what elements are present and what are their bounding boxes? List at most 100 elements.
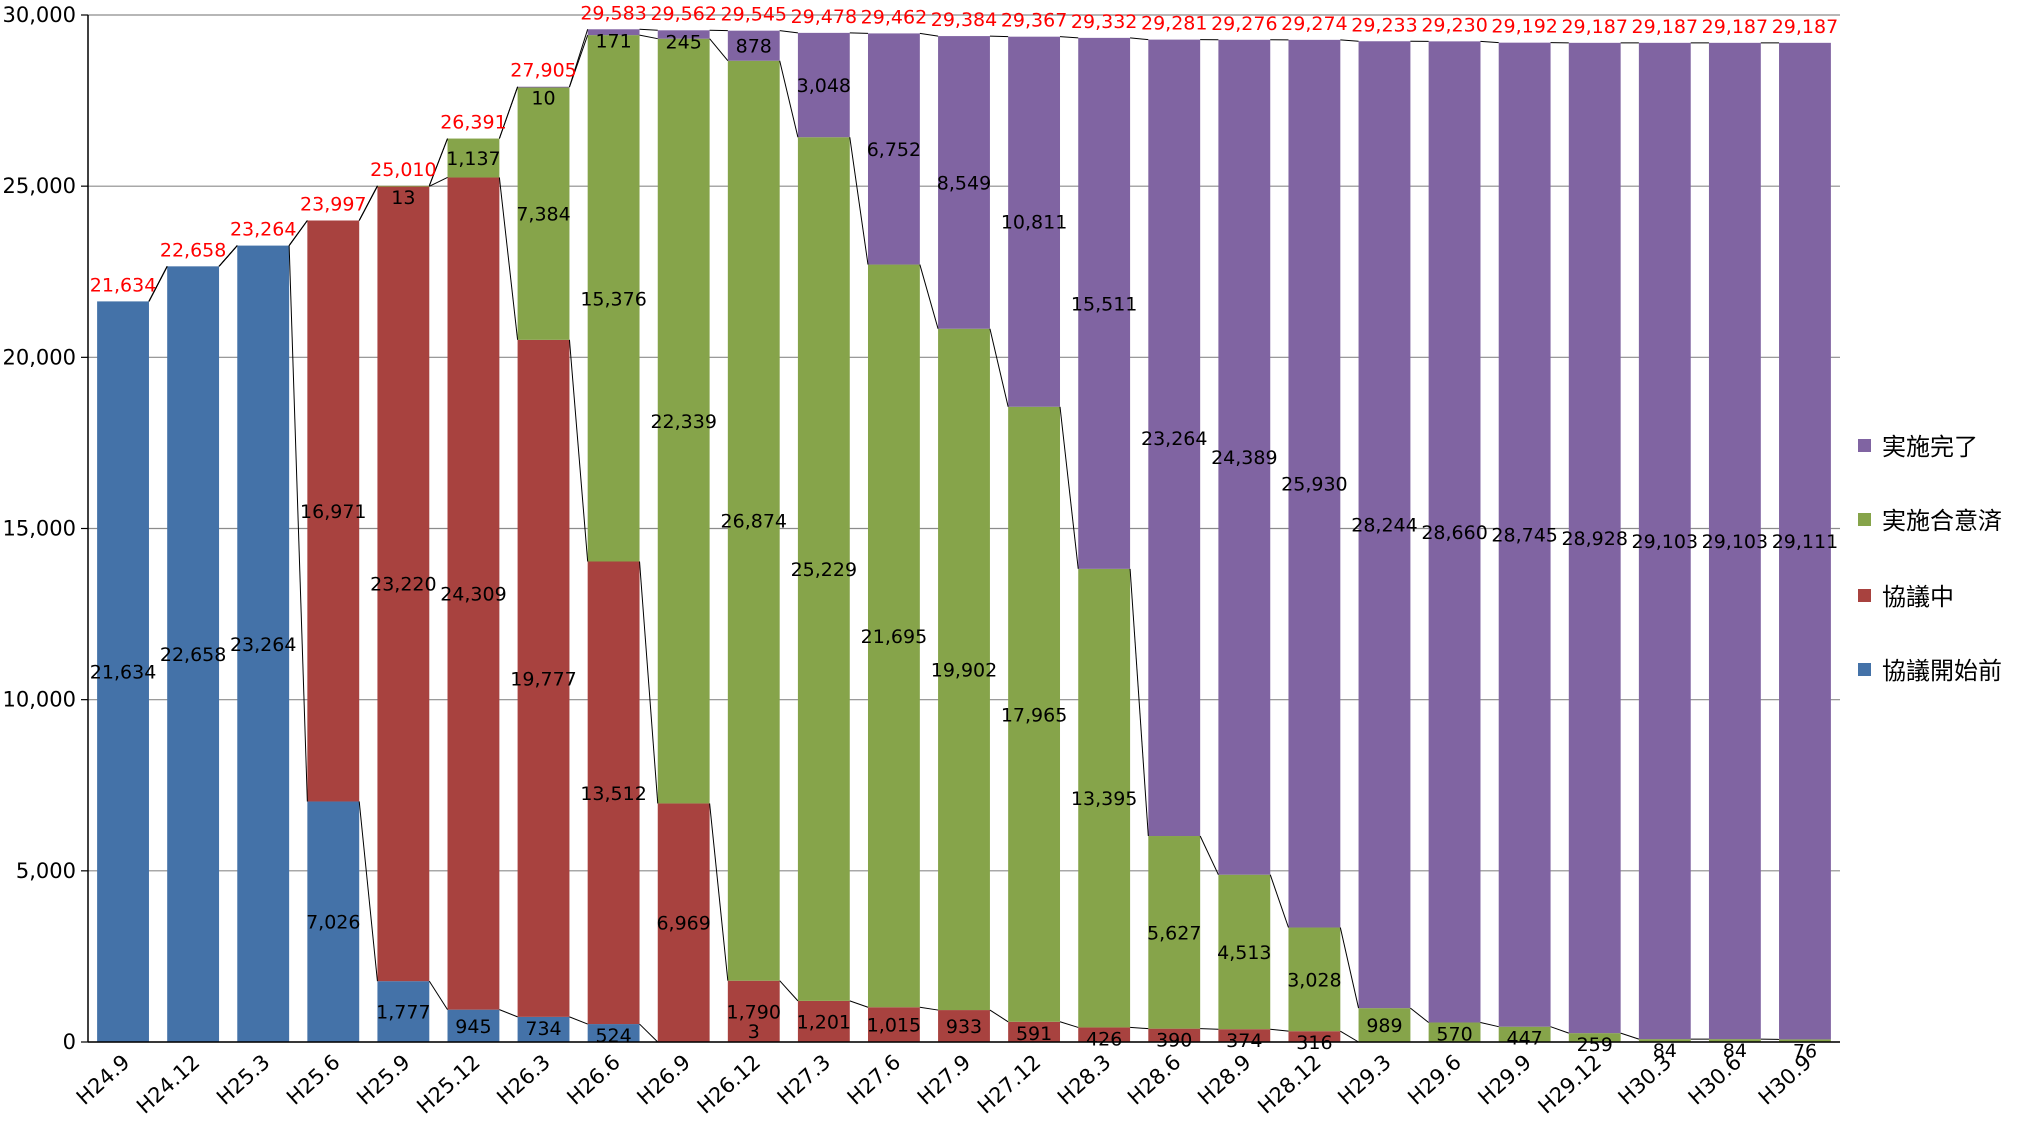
bar-segment (377, 981, 430, 1042)
bar-segment (307, 801, 360, 1042)
connector-line (1200, 1028, 1219, 1030)
total-value-label: 29,187 (1561, 16, 1627, 38)
segment-value-label: 3,048 (797, 75, 851, 97)
bar-segment (377, 185, 430, 187)
bar-segment (307, 220, 360, 802)
bar-segment (867, 33, 920, 265)
connector-line (1059, 1021, 1079, 1028)
total-value-label: 29,367 (1001, 10, 1067, 32)
legend-swatch (1858, 439, 1871, 452)
bar-segment (867, 264, 920, 1008)
segment-value-label: 23,220 (370, 574, 436, 596)
total-value-label: 22,658 (160, 239, 226, 261)
total-value-label: 29,233 (1351, 14, 1417, 36)
segment-value-label: 26,874 (721, 511, 787, 533)
x-category-label: H24.9 (72, 1050, 135, 1110)
bar-segment (1218, 874, 1271, 1030)
x-category-label: H27.9 (913, 1050, 976, 1110)
connector-line (639, 561, 659, 804)
total-value-label: 29,187 (1702, 16, 1768, 38)
bar-segment (1008, 1021, 1061, 1042)
segment-value-label: 4,513 (1217, 942, 1271, 964)
total-value-label: 29,384 (931, 9, 997, 31)
connector-line (709, 38, 729, 62)
bar-segment (1638, 1039, 1691, 1042)
total-value-label: 29,187 (1632, 16, 1698, 38)
segment-value-label: 6,752 (867, 139, 921, 161)
connector-line (1269, 874, 1289, 928)
bar-segment (97, 301, 149, 1042)
connector-line (1129, 568, 1149, 837)
connector-line (218, 245, 238, 267)
connector-line (849, 32, 869, 34)
legend-swatch (1858, 663, 1871, 676)
segment-value-label: 19,902 (931, 659, 997, 681)
segment-value-label: 29,111 (1772, 531, 1838, 553)
bar-segment (587, 561, 640, 1025)
y-tick-label: 30,000 (3, 3, 76, 27)
x-category-label: H30.9 (1754, 1050, 1817, 1110)
x-category-label: H28.12 (1253, 1050, 1325, 1119)
total-value-label: 23,997 (300, 194, 366, 216)
segment-value-label: 10,811 (1001, 212, 1067, 234)
segment-value-label: 316 (1296, 1032, 1332, 1054)
segment-value-label: 24,309 (440, 584, 506, 606)
segment-value-label: 245 (666, 31, 702, 53)
total-value-label: 23,264 (230, 219, 296, 241)
legend-entry: 実施合意済 (1882, 507, 2002, 535)
bar-segment (517, 87, 570, 340)
total-value-label: 27,905 (510, 60, 576, 82)
total-value-label: 29,478 (791, 6, 857, 28)
bar-segment (1568, 42, 1621, 1034)
total-value-label: 29,332 (1071, 11, 1137, 33)
x-category-label: H25.6 (282, 1050, 345, 1110)
segment-value-label: 17,965 (1001, 704, 1067, 726)
segment-value-label: 171 (595, 30, 631, 52)
connector-line (989, 328, 1009, 407)
segment-value-label: 524 (595, 1025, 631, 1047)
x-category-label: H27.12 (973, 1050, 1045, 1119)
bar-segment (1498, 42, 1551, 1027)
connector-line (1130, 1026, 1149, 1030)
x-category-label: H30.6 (1684, 1050, 1747, 1110)
total-value-label: 29,192 (1491, 16, 1557, 38)
segment-value-label: 16,971 (300, 501, 366, 523)
bar-segment (1078, 1027, 1131, 1042)
segment-value-label: 390 (1156, 1030, 1192, 1052)
total-value-label: 29,276 (1211, 13, 1277, 35)
connector-line (1199, 835, 1219, 875)
connector-line (498, 86, 519, 139)
segment-value-label: 7,384 (516, 203, 570, 225)
segment-value-label: 3,028 (1287, 969, 1341, 991)
legend-entry: 協議開始前 (1882, 657, 2002, 685)
connector-line (639, 1023, 659, 1043)
connector-lines (148, 28, 1780, 1043)
bar-segment (447, 177, 500, 1010)
connector-line (779, 60, 799, 138)
segment-value-label: 1,137 (446, 148, 500, 170)
x-category-label: H25.12 (412, 1050, 484, 1119)
bar-segment (1078, 568, 1131, 1028)
bar-segment (1358, 1008, 1411, 1042)
x-category-label: H26.3 (492, 1050, 555, 1110)
bar-segment (1008, 406, 1061, 1022)
segment-value-label: 25,930 (1281, 474, 1347, 496)
connector-line (1620, 1032, 1640, 1040)
segment-value-label: 426 (1086, 1028, 1122, 1050)
total-value-label: 29,545 (721, 4, 787, 26)
total-value-label: 29,281 (1141, 13, 1207, 35)
total-value-label: 29,562 (650, 3, 716, 25)
connector-line (639, 34, 658, 40)
y-tick-label: 0 (63, 1030, 76, 1054)
bar-segment (938, 1010, 990, 1042)
segment-value-label: 1,015 (867, 1015, 921, 1037)
total-value-label: 26,391 (440, 112, 506, 134)
segment-value-label: 13,512 (580, 783, 646, 805)
connector-line (1410, 1007, 1429, 1023)
connector-line (1270, 1028, 1289, 1032)
bar-segment (1498, 1026, 1551, 1042)
segment-value-label: 734 (525, 1018, 561, 1040)
connector-line (849, 1000, 869, 1008)
